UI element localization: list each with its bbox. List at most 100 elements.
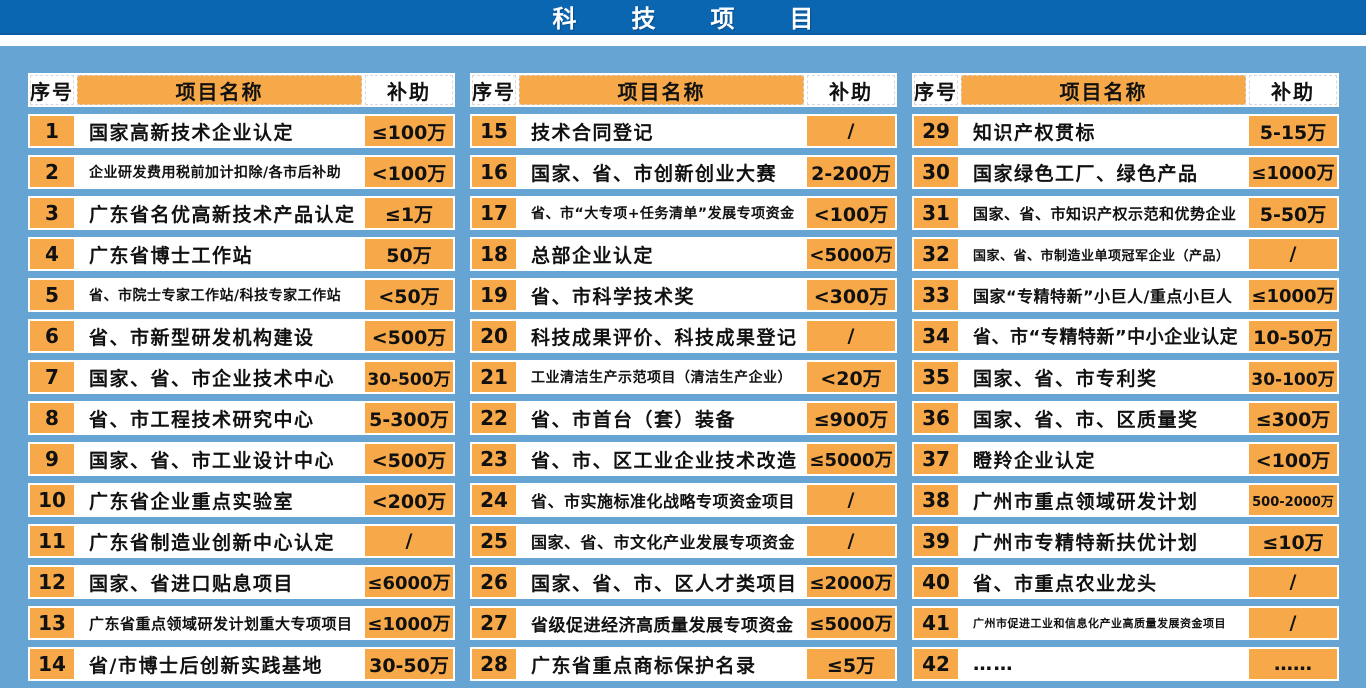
subsidy-cell: 30-500万	[365, 362, 453, 392]
subsidy-cell: <300万	[807, 280, 895, 310]
row-index-cell: 35	[914, 362, 958, 392]
subsidy-cell: 5-50万	[1249, 198, 1337, 228]
subsidy-cell: 10-50万	[1249, 321, 1337, 351]
project-name-cell: 国家、省、市专利奖	[961, 362, 1246, 392]
subsidy-cell: ≤900万	[807, 403, 895, 433]
header-name-cell: 项目名称	[961, 75, 1246, 105]
table-row: 8 省、市工程技术研究中心 5-300万	[28, 401, 455, 435]
project-name-cell: 总部企业认定	[519, 239, 804, 269]
table-row: 27 省级促进经济高质量发展专项资金 ≤5000万	[470, 606, 897, 640]
table-row: 10 广东省企业重点实验室 <200万	[28, 483, 455, 517]
table-row: 2 企业研发费用税前加计扣除/各市后补助 <100万	[28, 155, 455, 189]
project-name-cell: 国家、省、市文化产业发展专项资金	[519, 526, 804, 556]
projects-table-2: 序号 项目名称 补助 15 技术合同登记 / 16 国家、省、市创新创业大赛 2…	[470, 73, 897, 681]
row-index-cell: 40	[914, 567, 958, 597]
subsidy-cell: ≤300万	[1249, 403, 1337, 433]
row-index-cell: 9	[30, 444, 74, 474]
row-index-cell: 28	[472, 649, 516, 679]
project-name-cell: 国家、省进口贴息项目	[77, 567, 362, 597]
projects-table-1: 序号 项目名称 补助 1 国家高新技术企业认定 ≤100万 2 企业研发费用税前…	[28, 73, 455, 681]
subsidy-cell: <500万	[365, 321, 453, 351]
row-index-cell: 32	[914, 239, 958, 269]
row-index-cell: 41	[914, 608, 958, 638]
subsidy-cell: 5-15万	[1249, 116, 1337, 146]
project-name-cell: 企业研发费用税前加计扣除/各市后补助	[77, 157, 362, 187]
project-name-cell: 知识产权贯标	[961, 116, 1246, 146]
row-index-cell: 23	[472, 444, 516, 474]
project-name-cell: 国家高新技术企业认定	[77, 116, 362, 146]
row-index-cell: 30	[914, 157, 958, 187]
header-name-cell: 项目名称	[77, 75, 362, 105]
project-name-cell: 国家、省、市制造业单项冠军企业（产品）	[961, 239, 1246, 269]
table-row: 11 广东省制造业创新中心认定 /	[28, 524, 455, 558]
row-index-cell: 26	[472, 567, 516, 597]
table-header-row: 序号 项目名称 补助	[28, 73, 455, 107]
row-index-cell: 5	[30, 280, 74, 310]
tables-area: 序号 项目名称 补助 1 国家高新技术企业认定 ≤100万 2 企业研发费用税前…	[0, 46, 1366, 681]
table-row: 24 省、市实施标准化战略专项资金项目 /	[470, 483, 897, 517]
subsidy-cell: ≤10万	[1249, 526, 1337, 556]
row-index-cell: 3	[30, 198, 74, 228]
subsidy-cell: 500-2000万	[1249, 485, 1337, 515]
header-subsidy-cell: 补助	[807, 75, 895, 105]
table-row: 21 工业清洁生产示范项目（清洁生产企业） <20万	[470, 360, 897, 394]
subsidy-cell: <500万	[365, 444, 453, 474]
table-row: 16 国家、省、市创新创业大赛 2-200万	[470, 155, 897, 189]
row-index-cell: 8	[30, 403, 74, 433]
subsidy-cell: <20万	[807, 362, 895, 392]
row-index-cell: 19	[472, 280, 516, 310]
table-row: 3 广东省名优高新技术产品认定 ≤1万	[28, 196, 455, 230]
subsidy-cell: ≤1000万	[1249, 280, 1337, 310]
project-name-cell: 国家、省、市、区质量奖	[961, 403, 1246, 433]
subsidy-cell: /	[807, 116, 895, 146]
subsidy-cell: ≤100万	[365, 116, 453, 146]
project-name-cell: 省、市院士专家工作站/科技专家工作站	[77, 280, 362, 310]
project-name-cell: 省级促进经济高质量发展专项资金	[519, 608, 804, 638]
row-index-cell: 24	[472, 485, 516, 515]
row-index-cell: 31	[914, 198, 958, 228]
project-name-cell: 技术合同登记	[519, 116, 804, 146]
header-name-cell: 项目名称	[519, 75, 804, 105]
subsidy-cell: ≤1万	[365, 198, 453, 228]
row-index-cell: 36	[914, 403, 958, 433]
subsidy-cell: /	[1249, 608, 1337, 638]
project-name-cell: 广州市专精特新扶优计划	[961, 526, 1246, 556]
table-row: 19 省、市科学技术奖 <300万	[470, 278, 897, 312]
subsidy-cell: <200万	[365, 485, 453, 515]
subsidy-cell: 5-300万	[365, 403, 453, 433]
project-name-cell: 省、市新型研发机构建设	[77, 321, 362, 351]
row-index-cell: 13	[30, 608, 74, 638]
header-subsidy-cell: 补助	[1249, 75, 1337, 105]
table-row: 33 国家“专精特新”小巨人/重点小巨人 ≤1000万	[912, 278, 1339, 312]
table-row: 29 知识产权贯标 5-15万	[912, 114, 1339, 148]
table-row: 35 国家、省、市专利奖 30-100万	[912, 360, 1339, 394]
project-name-cell: 省/市博士后创新实践基地	[77, 649, 362, 679]
row-index-cell: 4	[30, 239, 74, 269]
subsidy-cell: 50万	[365, 239, 453, 269]
subsidy-cell: ≤5万	[807, 649, 895, 679]
project-name-cell: ……	[961, 649, 1246, 679]
table-row: 40 省、市重点农业龙头 /	[912, 565, 1339, 599]
table-row: 32 国家、省、市制造业单项冠军企业（产品） /	[912, 237, 1339, 271]
table-row: 15 技术合同登记 /	[470, 114, 897, 148]
table-row: 9 国家、省、市工业设计中心 <500万	[28, 442, 455, 476]
table-row: 17 省、市“大专项+任务清单”发展专项资金 <100万	[470, 196, 897, 230]
project-name-cell: 瞪羚企业认定	[961, 444, 1246, 474]
subsidy-cell: ≤6000万	[365, 567, 453, 597]
table-row: 7 国家、省、市企业技术中心 30-500万	[28, 360, 455, 394]
subsidy-cell: 30-100万	[1249, 362, 1337, 392]
project-name-cell: 广州市重点领域研发计划	[961, 485, 1246, 515]
row-index-cell: 6	[30, 321, 74, 351]
row-index-cell: 15	[472, 116, 516, 146]
row-index-cell: 42	[914, 649, 958, 679]
table-row: 23 省、市、区工业企业技术改造 ≤5000万	[470, 442, 897, 476]
table-row: 38 广州市重点领域研发计划 500-2000万	[912, 483, 1339, 517]
header-subsidy-cell: 补助	[365, 75, 453, 105]
row-index-cell: 33	[914, 280, 958, 310]
project-name-cell: 国家“专精特新”小巨人/重点小巨人	[961, 280, 1246, 310]
subsidy-cell: <100万	[365, 157, 453, 187]
subsidy-cell: ≤2000万	[807, 567, 895, 597]
row-index-cell: 1	[30, 116, 74, 146]
table-row: 20 科技成果评价、科技成果登记 /	[470, 319, 897, 353]
row-index-cell: 2	[30, 157, 74, 187]
